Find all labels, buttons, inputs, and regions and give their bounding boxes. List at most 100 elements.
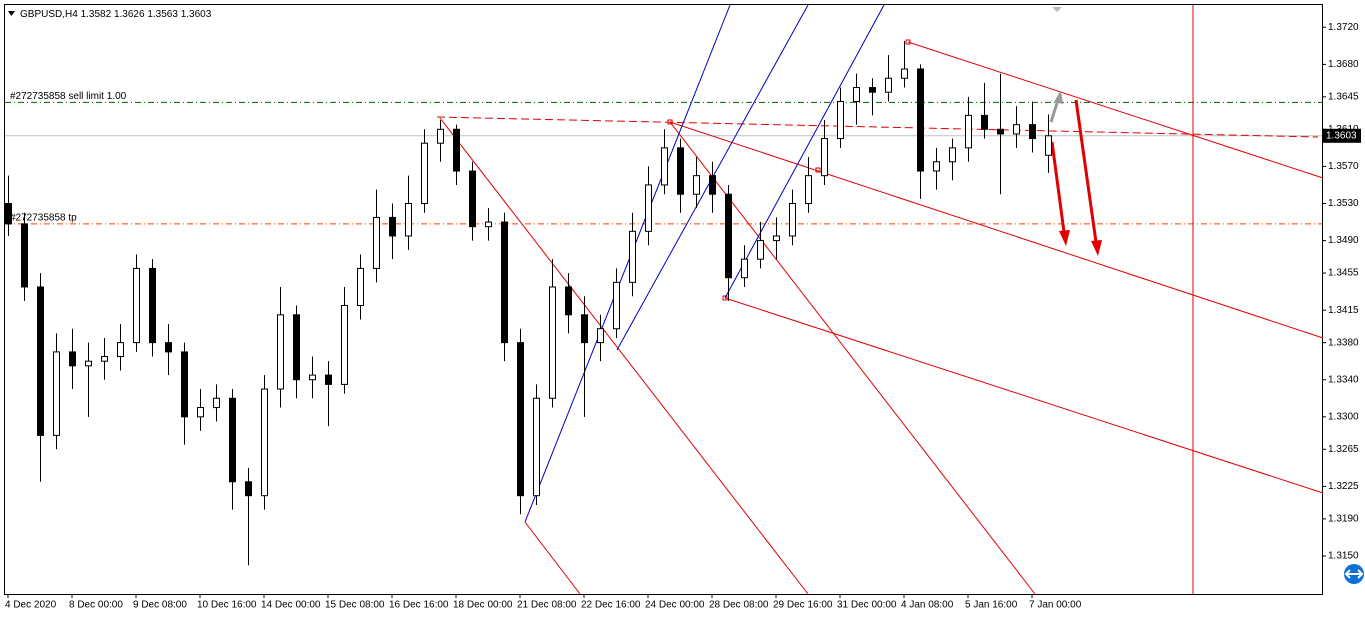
candle-body (709, 175, 716, 195)
candle-body (213, 397, 220, 409)
dashed-line (436, 116, 1319, 138)
candle-body (725, 193, 732, 279)
candle-body (197, 407, 204, 418)
trend-line (439, 117, 809, 595)
candle-body (853, 87, 860, 102)
y-tick-label: 1.3265 (1328, 444, 1359, 455)
collapse-icon (8, 11, 15, 16)
candle-body (741, 258, 748, 279)
candle-body (917, 68, 924, 172)
candle-body (85, 360, 92, 367)
candle-body (789, 202, 796, 237)
candle-body (405, 202, 412, 237)
trend-line (724, 4, 885, 299)
x-tick-label: 14 Dec 00:00 (261, 600, 321, 611)
x-tick-label: 29 Dec 16:00 (773, 600, 833, 611)
candle-body (453, 128, 460, 172)
arrow (1049, 99, 1060, 123)
candle-body (693, 175, 700, 195)
arrow-head (1091, 240, 1102, 256)
close-value: 1.3603 (181, 9, 212, 20)
candle-body (629, 230, 636, 283)
candle-body (517, 342, 524, 497)
marker (1052, 7, 1062, 12)
candle-body (389, 216, 396, 237)
y-tick-label: 1.3720 (1328, 22, 1359, 33)
x-tick-label: 22 Dec 16:00 (581, 600, 641, 611)
y-tick-label: 1.3190 (1328, 514, 1359, 525)
y-tick-label: 1.3300 (1328, 411, 1359, 422)
x-tick-label: 16 Dec 16:00 (389, 600, 449, 611)
candle-body (1029, 124, 1036, 140)
candle-body (549, 286, 556, 399)
candle-body (757, 240, 764, 260)
candle-body (837, 100, 844, 140)
candle-body (421, 142, 428, 204)
y-tick-label: 1.3415 (1328, 305, 1359, 316)
trend-line (524, 4, 731, 523)
candle-body (341, 305, 348, 385)
x-tick-label: 8 Dec 00:00 (69, 600, 123, 611)
candle-body (565, 286, 572, 316)
candle-body (581, 314, 588, 344)
candle-body (645, 184, 652, 232)
candle-body (101, 356, 108, 362)
trend-line (907, 41, 1324, 179)
candle-body (149, 267, 156, 344)
open-value: 1.3582 (81, 9, 112, 20)
price-tag-label: 1.3603 (1326, 130, 1357, 141)
price-tag (1323, 128, 1361, 143)
x-tick-label: 4 Jan 08:00 (901, 600, 954, 611)
trend-line (724, 297, 1324, 494)
symbol: GBPUSD,H4 (20, 9, 78, 20)
candle-body (21, 223, 28, 288)
candle-body (997, 128, 1004, 135)
candle-body (229, 397, 236, 483)
x-tick-label: 10 Dec 16:00 (197, 600, 257, 611)
trend-line (669, 121, 1324, 339)
candle-body (357, 267, 364, 307)
y-tick-label: 1.3490 (1328, 235, 1359, 246)
candle-body (821, 138, 828, 177)
candle-body (5, 202, 12, 225)
candle-body (1013, 124, 1020, 135)
candle-body (805, 175, 812, 204)
candle-body (677, 147, 684, 195)
candle-body (901, 68, 908, 79)
header: GBPUSD,H4 1.3582 1.3626 1.3563 1.3603 (20, 9, 212, 20)
candle-body (613, 281, 620, 330)
candle-body (117, 342, 124, 358)
candle-body (37, 286, 44, 436)
candle-body (309, 374, 316, 381)
x-tick-label: 9 Dec 08:00 (133, 600, 187, 611)
x-tick-label: 18 Dec 00:00 (453, 600, 513, 611)
trend-line (524, 521, 581, 595)
y-tick-label: 1.3680 (1328, 59, 1359, 70)
anchor (667, 119, 673, 125)
candle-body (533, 397, 540, 497)
candle-body (869, 87, 876, 93)
candle-body (1045, 135, 1052, 156)
candle-body (165, 342, 172, 353)
x-tick-label: 28 Dec 08:00 (709, 600, 769, 611)
candle-body (965, 114, 972, 149)
arrow (1074, 99, 1098, 243)
candle-body (373, 216, 380, 269)
candle-body (485, 221, 492, 228)
x-tick-label: 5 Jan 16:00 (965, 600, 1018, 611)
candle-body (469, 170, 476, 228)
arrow-head (1059, 230, 1070, 246)
low-value: 1.3563 (147, 9, 178, 20)
candle-body (277, 314, 284, 390)
y-tick-label: 1.3455 (1328, 268, 1359, 279)
app-icon-glyph (1344, 569, 1364, 579)
candle-body (981, 114, 988, 130)
candle-body (773, 235, 780, 242)
candle-body (325, 374, 332, 385)
y-tick-label: 1.3150 (1328, 551, 1359, 562)
candle-body (949, 147, 956, 163)
y-tick-label: 1.3530 (1328, 198, 1359, 209)
candle-body (245, 481, 252, 497)
candle-body (261, 388, 268, 497)
